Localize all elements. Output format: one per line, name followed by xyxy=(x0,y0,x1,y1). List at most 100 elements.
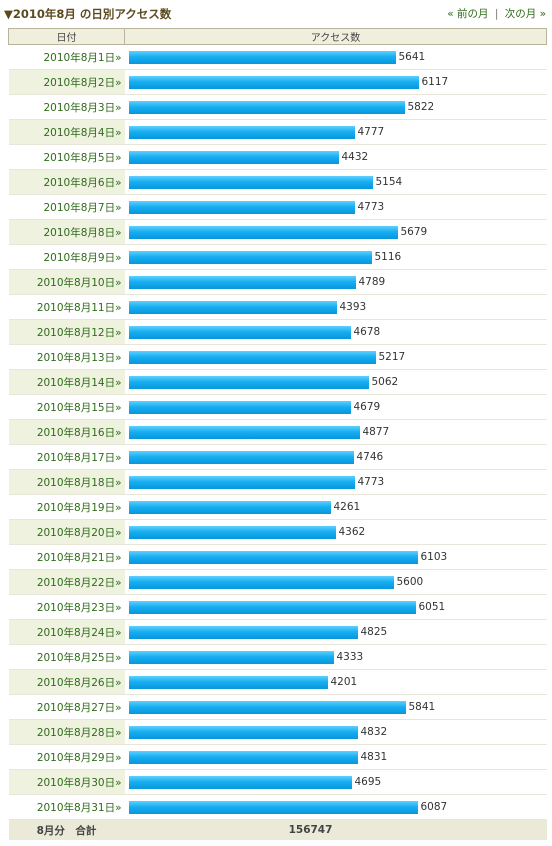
date-link[interactable]: 2010年8月28日» xyxy=(36,726,122,739)
date-cell: 2010年8月30日» xyxy=(8,769,125,795)
access-cell: 5062 xyxy=(124,369,547,395)
access-count-label: 6087 xyxy=(420,801,448,814)
table-row: 2010年8月29日» 4831 xyxy=(8,744,547,770)
access-count-label: 4746 xyxy=(356,451,384,464)
date-link[interactable]: 2010年8月5日» xyxy=(43,151,122,164)
date-link[interactable]: 2010年8月13日» xyxy=(36,351,122,364)
date-link[interactable]: 2010年8月26日» xyxy=(36,676,122,689)
table-body: 2010年8月1日» 5641 2010年8月2日» 6117 2010年8月3日» 58… xyxy=(8,44,547,820)
table-row: 2010年8月10日» 4789 xyxy=(8,269,547,295)
access-cell: 4201 xyxy=(124,669,547,695)
access-count-label: 5062 xyxy=(371,376,399,389)
access-cell: 5217 xyxy=(124,344,547,370)
access-cell: 4831 xyxy=(124,744,547,770)
table-row: 2010年8月8日» 5679 xyxy=(8,219,547,245)
date-link[interactable]: 2010年8月24日» xyxy=(36,626,122,639)
access-bar xyxy=(128,575,394,589)
date-link[interactable]: 2010年8月18日» xyxy=(36,476,122,489)
access-count-label: 4679 xyxy=(353,401,381,414)
access-cell: 5841 xyxy=(124,694,547,720)
date-cell: 2010年8月15日» xyxy=(8,394,125,420)
date-link[interactable]: 2010年8月21日» xyxy=(36,551,122,564)
date-link[interactable]: 2010年8月14日» xyxy=(36,376,122,389)
access-cell: 5641 xyxy=(124,44,547,70)
date-link[interactable]: 2010年8月23日» xyxy=(36,601,122,614)
date-link[interactable]: 2010年8月7日» xyxy=(43,201,122,214)
date-cell: 2010年8月19日» xyxy=(8,494,125,520)
access-bar xyxy=(128,550,418,564)
table-row: 2010年8月22日» 5600 xyxy=(8,569,547,595)
date-link[interactable]: 2010年8月27日» xyxy=(36,701,122,714)
date-link[interactable]: 2010年8月10日» xyxy=(36,276,122,289)
date-link[interactable]: 2010年8月30日» xyxy=(36,776,122,789)
access-bar xyxy=(128,300,337,314)
date-cell: 2010年8月6日» xyxy=(8,169,125,195)
access-count-label: 4831 xyxy=(360,751,388,764)
date-link[interactable]: 2010年8月8日» xyxy=(43,226,122,239)
access-count-label: 4432 xyxy=(341,151,369,164)
date-link[interactable]: 2010年8月20日» xyxy=(36,526,122,539)
access-bar xyxy=(128,650,334,664)
access-cell: 5154 xyxy=(124,169,547,195)
table-row: 2010年8月19日» 4261 xyxy=(8,494,547,520)
prev-month-link[interactable]: « 前の月 xyxy=(447,8,489,20)
table-row: 2010年8月9日» 5116 xyxy=(8,244,547,270)
date-cell: 2010年8月20日» xyxy=(8,519,125,545)
access-count-label: 5841 xyxy=(408,701,436,714)
date-link[interactable]: 2010年8月4日» xyxy=(43,126,122,139)
access-cell: 4789 xyxy=(124,269,547,295)
page-header: ▼2010年8月 の日別アクセス数 « 前の月 | 次の月 » xyxy=(0,0,552,28)
next-month-link[interactable]: 次の月 » xyxy=(504,8,546,20)
date-link[interactable]: 2010年8月16日» xyxy=(36,426,122,439)
date-link[interactable]: 2010年8月19日» xyxy=(36,501,122,514)
access-cell: 5116 xyxy=(124,244,547,270)
date-link[interactable]: 2010年8月17日» xyxy=(36,451,122,464)
date-cell: 2010年8月2日» xyxy=(8,69,125,95)
date-link[interactable]: 2010年8月2日» xyxy=(43,76,122,89)
total-label: 8月分 合計 xyxy=(8,819,125,840)
access-cell: 4362 xyxy=(124,519,547,545)
table-row: 2010年8月20日» 4362 xyxy=(8,519,547,545)
access-bar xyxy=(128,600,416,614)
access-count-label: 5116 xyxy=(374,251,402,264)
access-count-label: 4777 xyxy=(357,126,385,139)
access-count-label: 4832 xyxy=(360,726,388,739)
access-bar xyxy=(128,100,405,114)
date-link[interactable]: 2010年8月6日» xyxy=(43,176,122,189)
date-link[interactable]: 2010年8月12日» xyxy=(36,326,122,339)
date-link[interactable]: 2010年8月1日» xyxy=(43,51,122,64)
access-count-label: 5600 xyxy=(396,576,424,589)
table-row: 2010年8月28日» 4832 xyxy=(8,719,547,745)
table-header-row: 日付 アクセス数 xyxy=(8,28,547,45)
access-bar xyxy=(128,200,355,214)
date-link[interactable]: 2010年8月22日» xyxy=(36,576,122,589)
access-bar xyxy=(128,450,354,464)
table-row: 2010年8月18日» 4773 xyxy=(8,469,547,495)
date-cell: 2010年8月12日» xyxy=(8,319,125,345)
date-link[interactable]: 2010年8月11日» xyxy=(36,301,122,314)
date-cell: 2010年8月22日» xyxy=(8,569,125,595)
access-count-label: 4678 xyxy=(353,326,381,339)
table-row: 2010年8月5日» 4432 xyxy=(8,144,547,170)
date-link[interactable]: 2010年8月25日» xyxy=(36,651,122,664)
date-cell: 2010年8月31日» xyxy=(8,794,125,820)
date-cell: 2010年8月3日» xyxy=(8,94,125,120)
date-link[interactable]: 2010年8月9日» xyxy=(43,251,122,264)
access-count-label: 6051 xyxy=(418,601,446,614)
date-link[interactable]: 2010年8月15日» xyxy=(36,401,122,414)
date-cell: 2010年8月16日» xyxy=(8,419,125,445)
access-bar xyxy=(128,225,398,239)
date-cell: 2010年8月25日» xyxy=(8,644,125,670)
access-bar xyxy=(128,50,396,64)
date-link[interactable]: 2010年8月3日» xyxy=(43,101,122,114)
date-link[interactable]: 2010年8月31日» xyxy=(36,801,122,814)
table-row: 2010年8月21日» 6103 xyxy=(8,544,547,570)
access-bar xyxy=(128,350,376,364)
date-cell: 2010年8月4日» xyxy=(8,119,125,145)
access-bar xyxy=(128,125,355,139)
date-cell: 2010年8月8日» xyxy=(8,219,125,245)
table-row: 2010年8月16日» 4877 xyxy=(8,419,547,445)
total-value: 156747 xyxy=(124,819,547,840)
access-count-label: 5154 xyxy=(375,176,403,189)
date-link[interactable]: 2010年8月29日» xyxy=(36,751,122,764)
